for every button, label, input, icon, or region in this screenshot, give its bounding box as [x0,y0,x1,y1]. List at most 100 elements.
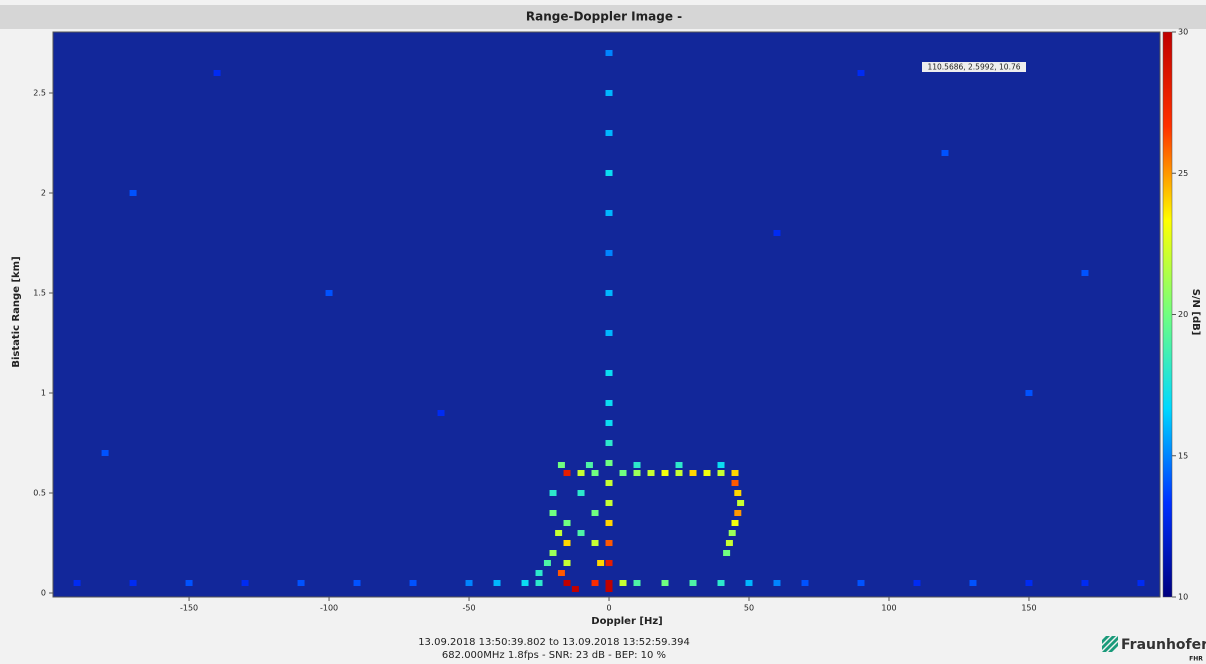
cell [732,520,739,526]
cell [558,462,565,468]
y-tick-label: 0 [41,589,46,598]
cell [592,510,599,516]
colorbar-tick-label: 25 [1178,169,1188,178]
colorbar [1163,32,1172,597]
cell [592,540,599,546]
cell [774,230,781,236]
cell [737,500,744,506]
cell [438,410,445,416]
cell [969,580,976,586]
cell [662,580,669,586]
y-tick-label: 0.5 [33,489,46,498]
cell [536,570,543,576]
cell [620,470,627,476]
cell [1025,390,1032,396]
cell [606,170,613,176]
chart-title: Range-Doppler Image - [526,10,682,24]
cell [662,470,669,476]
cell [606,400,613,406]
cell [690,580,697,586]
cell [592,580,599,586]
cell [74,580,81,586]
cell [410,580,417,586]
footer-line: 13.09.2018 13:50:39.802 to 13.09.2018 13… [418,637,690,648]
cell [550,490,557,496]
logo-text: Fraunhofer [1121,637,1206,653]
colorbar-tick-label: 30 [1178,28,1188,37]
cell [214,70,221,76]
plot-area [53,32,1160,597]
x-tick-label: -150 [180,604,198,613]
cell [298,580,305,586]
cell [578,490,585,496]
cell [606,440,613,446]
cell [718,462,725,468]
cell [620,580,627,586]
cell [558,570,565,576]
y-axis-label: Bistatic Range [km] [11,256,22,367]
cell [466,580,473,586]
cell [1137,580,1144,586]
cell [634,462,641,468]
cell [572,586,579,592]
x-tick-label: -100 [320,604,338,613]
cell [606,560,613,566]
cell [592,470,599,476]
cell [606,460,613,466]
cell [913,580,920,586]
y-tick-label: 1 [41,389,46,398]
cell [606,580,613,586]
cell [536,580,543,586]
cell [606,480,613,486]
colorbar-label: S/N [dB] [1190,289,1201,336]
cell [326,290,333,296]
cell [354,580,361,586]
cell [734,490,741,496]
cell [676,470,683,476]
cell [564,470,571,476]
cell [564,580,571,586]
cell [606,210,613,216]
cell [723,550,730,556]
cell [606,500,613,506]
cell [606,290,613,296]
cell [550,510,557,516]
y-tick-label: 1.5 [33,289,46,298]
y-tick-label: 2.5 [33,89,46,98]
cell [690,470,697,476]
cell [550,550,557,556]
cell [578,470,585,476]
cell [676,462,683,468]
cell [801,580,808,586]
x-tick-label: -50 [462,604,475,613]
x-tick-label: 50 [744,604,754,613]
cell [606,370,613,376]
plot-background [53,32,1160,597]
cell [1081,270,1088,276]
cell [726,540,733,546]
cell [1025,580,1032,586]
cell [718,580,725,586]
cell [606,130,613,136]
cell [544,560,551,566]
cell [564,540,571,546]
x-tick-label: 0 [606,604,611,613]
cell [186,580,193,586]
cell [857,70,864,76]
cell [606,90,613,96]
cell [606,540,613,546]
cell [102,450,109,456]
colorbar-tick-label: 15 [1178,451,1188,460]
cell [718,470,725,476]
cell [130,580,137,586]
cell [774,580,781,586]
cell [648,470,655,476]
cell [606,50,613,56]
cell [941,150,948,156]
cell [606,586,613,592]
cell [555,530,562,536]
x-axis-label: Doppler [Hz] [591,616,662,627]
colorbar-tick-label: 10 [1178,593,1188,602]
y-tick-label: 2 [41,189,46,198]
x-tick-label: 150 [1021,604,1036,613]
